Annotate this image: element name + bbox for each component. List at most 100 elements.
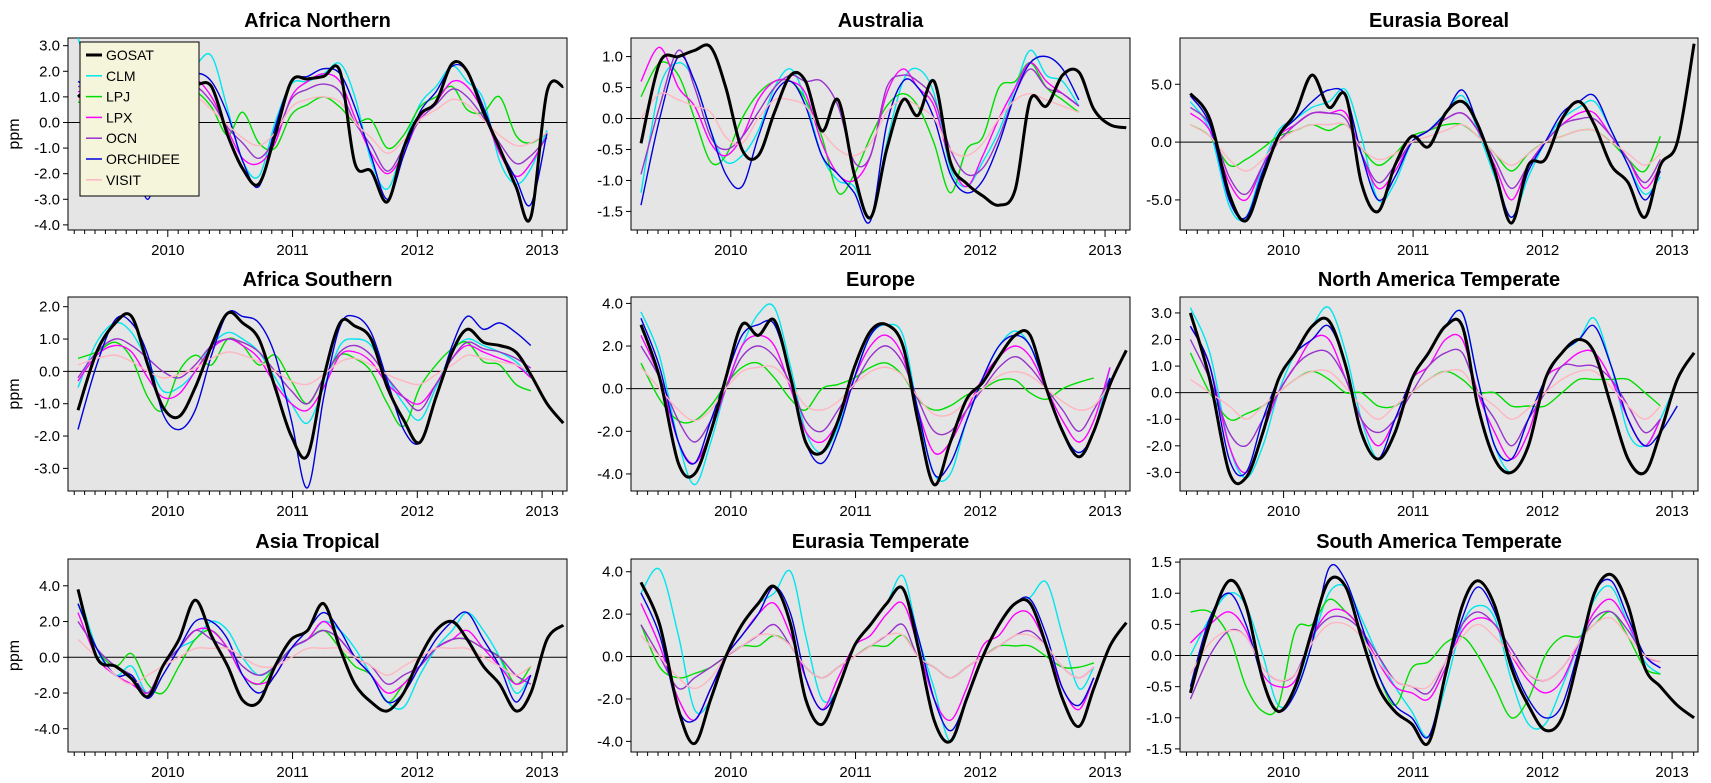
y-tick-label: -5.0: [1146, 192, 1172, 209]
panel-title: Asia Tropical: [255, 531, 380, 553]
x-tick-label: 2012: [964, 242, 997, 259]
x-tick-label: 2012: [1526, 764, 1559, 781]
y-tick-label: 0.0: [39, 649, 60, 666]
plot-area: [67, 558, 568, 753]
y-tick-label: -1.5: [1146, 741, 1172, 758]
legend-label-orchidee: ORCHIDEE: [106, 151, 180, 167]
x-tick-label: 2010: [151, 242, 184, 259]
y-tick-label: 2.0: [39, 614, 60, 631]
legend-label-lpj: LPJ: [106, 89, 130, 105]
y-tick-label: 2.0: [602, 338, 623, 355]
panel-title: South America Temperate: [1316, 531, 1562, 553]
x-tick-label: 2013: [525, 242, 558, 259]
series-line-gosat: [1189, 43, 1696, 225]
y-tick-label: -0.5: [597, 141, 623, 158]
legend-label-clm: CLM: [106, 68, 136, 84]
panel-5: North America Temperate 3.0 2.0 1.0 0.0 -1.0 -…: [1146, 269, 1699, 520]
x-tick-label: 2013: [1655, 242, 1688, 259]
x-tick-label: 2011: [276, 242, 308, 259]
panel-4: Europe 4.0 2.0 0.0 -2.0 -4.0 2010 2011 2012 2013: [597, 269, 1131, 520]
y-tick-label: -4.0: [34, 217, 60, 234]
series-line-gosat: [639, 581, 1128, 746]
x-tick-label: 2012: [964, 503, 997, 520]
y-tick-label: -3.0: [34, 191, 60, 208]
y-axis-label: ppm: [6, 378, 23, 409]
panel-6: Asia Tropical 4.0 2.0 0.0 -2.0 -4.0 ppm 2010 201…: [6, 531, 568, 781]
y-axis-label: ppm: [6, 118, 23, 149]
legend-label-lpx: LPX: [106, 109, 133, 125]
x-tick-label: 2012: [1526, 242, 1559, 259]
y-tick-label: 0.0: [1151, 648, 1172, 665]
series-line-ocn: [1189, 339, 1661, 448]
y-tick-label: 1.0: [602, 49, 623, 66]
y-tick-label: -0.5: [1146, 679, 1172, 696]
y-tick-label: -3.0: [1146, 464, 1172, 481]
panel-title: North America Temperate: [1318, 269, 1560, 291]
y-tick-label: 0.0: [1151, 385, 1172, 402]
panel-7: Eurasia Temperate 4.0 2.0 0.0 -2.0 -4.0 2010 20…: [597, 531, 1131, 781]
series-line-ocn: [77, 338, 532, 412]
panel-title: Australia: [838, 10, 924, 32]
y-tick-label: 0.0: [602, 649, 623, 666]
y-tick-label: 2.0: [602, 606, 623, 623]
x-tick-label: 2011: [276, 764, 308, 781]
y-tick-label: 0.0: [1151, 134, 1172, 151]
x-tick-label: 2010: [1267, 764, 1300, 781]
x-tick-label: 2011: [1397, 764, 1429, 781]
legend-box: [79, 41, 200, 197]
x-tick-label: 2012: [964, 764, 997, 781]
x-tick-label: 2011: [839, 242, 871, 259]
legend-label-gosat: GOSAT: [106, 47, 154, 63]
y-tick-label: 1.0: [1151, 358, 1172, 375]
x-tick-label: 2010: [714, 764, 747, 781]
panel-1: Australia 1.0 0.5 0.0 -0.5 -1.0 -1.5 2010 2011 20…: [597, 10, 1131, 259]
y-tick-label: -2.0: [34, 428, 60, 445]
y-tick-label: 2.0: [39, 63, 60, 80]
y-tick-label: -2.0: [597, 691, 623, 708]
series-line-ocn: [640, 49, 1080, 177]
y-tick-label: -2.0: [34, 685, 60, 702]
series-line-orchidee: [640, 54, 1080, 224]
y-axis-label: ppm: [6, 640, 23, 671]
x-tick-label: 2012: [1526, 503, 1559, 520]
legend-label-visit: VISIT: [106, 172, 141, 188]
plot-area: [1179, 296, 1699, 492]
series-line-lpx: [640, 334, 1111, 465]
y-tick-label: -4.0: [34, 721, 60, 738]
y-tick-label: -4.0: [597, 466, 623, 483]
y-tick-label: 0.0: [602, 111, 623, 128]
x-tick-label: 2010: [151, 764, 184, 781]
y-tick-label: -1.0: [1146, 411, 1172, 428]
x-tick-label: 2013: [525, 764, 558, 781]
y-tick-label: -4.0: [597, 733, 623, 750]
series-line-gosat: [639, 317, 1128, 487]
y-tick-label: 4.0: [602, 295, 623, 312]
y-tick-label: 0.0: [602, 381, 623, 398]
panel-title: Africa Northern: [244, 10, 391, 32]
y-tick-label: -2.0: [34, 166, 60, 183]
y-tick-label: 0.0: [39, 114, 60, 131]
panel-3: Africa Southern 2.0 1.0 0.0 -1.0 -2.0 -3.0 ppm 2…: [6, 269, 568, 520]
x-tick-label: 2012: [401, 764, 434, 781]
y-tick-label: 0.0: [39, 363, 60, 380]
x-tick-label: 2010: [151, 503, 184, 520]
x-tick-label: 2010: [714, 242, 747, 259]
legend: GOSAT CLM LPJ LPX OCN ORCHIDEE VISIT: [79, 41, 200, 197]
y-tick-label: -2.0: [597, 423, 623, 440]
x-tick-label: 2011: [839, 764, 871, 781]
x-tick-label: 2013: [1655, 503, 1688, 520]
series-line-visit: [640, 632, 1095, 690]
x-tick-label: 2011: [1397, 503, 1429, 520]
panel-0: Africa Northern 3.0 2.0 1.0 0.0 -1.0 -2.0 -3.0 -…: [6, 10, 568, 259]
panel-title: Eurasia Boreal: [1369, 10, 1509, 32]
plot-area: [1179, 37, 1699, 231]
y-tick-label: 1.0: [1151, 585, 1172, 602]
y-tick-label: 1.0: [39, 89, 60, 106]
y-tick-label: -1.0: [597, 172, 623, 189]
series-line-visit: [77, 351, 532, 386]
panel-title: Africa Southern: [242, 269, 392, 291]
series-line-gosat: [76, 310, 565, 460]
x-tick-label: 2010: [714, 503, 747, 520]
x-tick-label: 2010: [1267, 242, 1300, 259]
panel-title: Eurasia Temperate: [792, 531, 970, 553]
